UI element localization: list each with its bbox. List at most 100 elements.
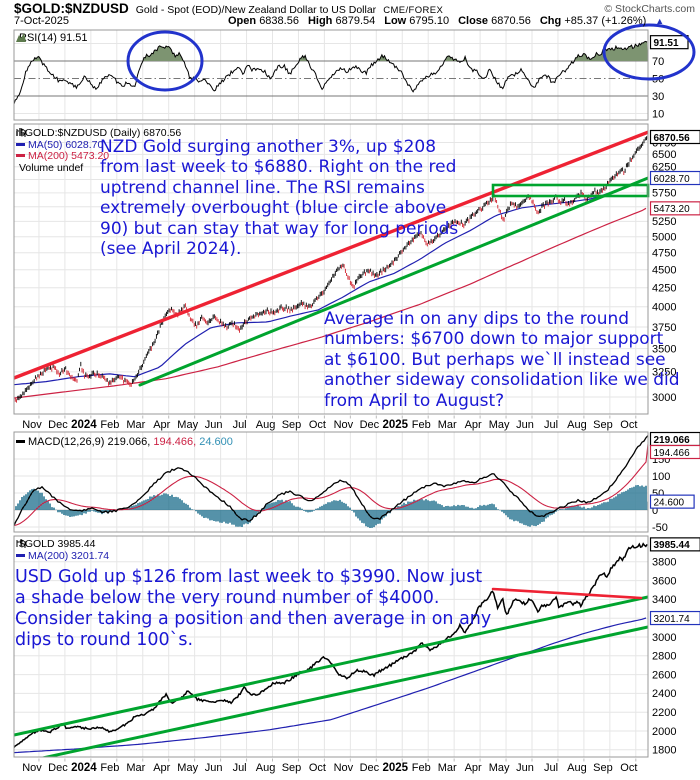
month-label: Oct bbox=[620, 419, 637, 431]
main-value-box-label: 5473.20 bbox=[654, 204, 691, 215]
main-axis-tick-label: 4750 bbox=[652, 248, 676, 260]
month-label: Aug bbox=[256, 419, 276, 431]
macd-hist-value: 24.600 bbox=[199, 436, 233, 448]
symbol-description: Gold - Spot (EOD)/New Zealand Dollar to … bbox=[135, 4, 377, 16]
main-axis-tick-label: 3000 bbox=[652, 392, 676, 404]
month-label: Dec bbox=[360, 419, 380, 431]
change-value: Chg +85.37 (+1.26%) bbox=[539, 15, 647, 27]
macd-axis-tick-label: 0 bbox=[652, 505, 658, 517]
low-value: Low 6795.10 bbox=[384, 15, 450, 27]
main-axis-tick-label: 6250 bbox=[652, 161, 676, 173]
month-label: Aug bbox=[567, 419, 587, 431]
gold-axis-tick-label: 2200 bbox=[652, 707, 676, 719]
month-label: Jul bbox=[233, 762, 247, 774]
ma200-line bbox=[14, 207, 647, 399]
month-label: Jul bbox=[233, 419, 247, 431]
macd-value-box-label: 24.600 bbox=[654, 497, 685, 508]
gold-axis-tick-label: 3800 bbox=[652, 557, 676, 569]
month-label: 2025 bbox=[383, 419, 409, 431]
macd-legend: MACD(12,26,9) 219.066, 194.466, 24.600 bbox=[16, 436, 233, 449]
macd-value-box-label: 219.066 bbox=[654, 435, 691, 446]
month-label: Jun bbox=[205, 762, 223, 774]
month-label: Feb bbox=[100, 419, 119, 431]
ma50-legend-row: MA(50) 6028.70 bbox=[16, 138, 181, 152]
main-legend: $GOLD:$NZDUSD (Daily) 6870.56 MA(50) 602… bbox=[16, 127, 182, 175]
month-label: Mar bbox=[126, 419, 145, 431]
ma50-line bbox=[14, 177, 647, 386]
rsi-value-box-label: 91.51 bbox=[654, 38, 679, 49]
gold-ma200-line bbox=[14, 617, 647, 754]
month-label: Nov bbox=[334, 419, 354, 431]
month-label: Jun bbox=[516, 762, 534, 774]
rsi-axis-tick-label: 30 bbox=[652, 91, 664, 103]
high-value: High 6879.54 bbox=[307, 15, 376, 27]
month-label: Nov bbox=[22, 762, 42, 774]
gold-channel-lower bbox=[40, 625, 648, 757]
main-value-box bbox=[649, 201, 700, 216]
main-axis-tick-label: 5000 bbox=[652, 232, 676, 244]
gold-axis-tick-label: 3400 bbox=[652, 594, 676, 606]
month-label: 2024 bbox=[71, 762, 97, 774]
exchange-label: CME/FOREX bbox=[383, 5, 444, 16]
macd-axis-tick-label: 100 bbox=[652, 471, 670, 483]
month-label: Sep bbox=[282, 762, 302, 774]
month-label: Aug bbox=[567, 762, 587, 774]
month-label: Apr bbox=[153, 762, 170, 774]
main-axis-tick-label: 5750 bbox=[652, 188, 676, 200]
up-arrow-icon: ▲ bbox=[655, 16, 665, 26]
gold-axis-tick-label: 2000 bbox=[652, 726, 676, 738]
volume-legend-row: Volume undef bbox=[16, 128, 181, 175]
gold-ma-legend-row: MA(200) 3201.74 bbox=[16, 549, 110, 563]
month-label: Feb bbox=[412, 762, 431, 774]
main-value-box bbox=[649, 170, 700, 186]
gold-resistance-line bbox=[491, 587, 643, 600]
month-label: Jun bbox=[516, 419, 534, 431]
chart-date: 7-Oct-2025 bbox=[14, 15, 70, 27]
overbought-circle bbox=[602, 23, 696, 81]
annotation-average-in: Average in on any dips to the round numb… bbox=[324, 309, 680, 411]
macd-line bbox=[14, 435, 648, 526]
month-label: May bbox=[489, 419, 510, 431]
month-label: Mar bbox=[438, 419, 457, 431]
price-bars-down bbox=[14, 158, 632, 403]
month-label: Dec bbox=[48, 762, 68, 774]
gold-value-box-label: 3201.74 bbox=[654, 614, 691, 625]
rsi-legend-label: RSI(14) 91.51 bbox=[19, 32, 88, 44]
ma200-legend-row: MA(200) 5473.20 bbox=[16, 150, 181, 163]
gold-axis-tick-label: 3600 bbox=[652, 575, 676, 587]
rsi-panel-border bbox=[13, 29, 649, 121]
annotation-usd-gold: USD Gold up $126 from last week to $3990… bbox=[15, 567, 492, 650]
gold-price-line bbox=[14, 542, 648, 748]
month-label: Feb bbox=[100, 762, 119, 774]
gold-value-box bbox=[649, 537, 700, 552]
gold-value-box-label: 3985.44 bbox=[654, 540, 691, 551]
gold-axis-tick-label: 3000 bbox=[652, 632, 676, 644]
month-label: Jul bbox=[544, 762, 558, 774]
month-label: Oct bbox=[309, 419, 326, 431]
main-axis-tick-label: 6500 bbox=[652, 149, 676, 161]
macd-legend-label: MACD(12,26,9) 219.066, bbox=[28, 436, 151, 448]
gold-axis-tick-label: 2800 bbox=[652, 651, 676, 663]
month-label: Jul bbox=[544, 419, 558, 431]
main-axis-tick-label: 4500 bbox=[652, 265, 676, 277]
main-value-box bbox=[649, 129, 700, 145]
main-value-box-label: 6870.56 bbox=[654, 133, 691, 144]
rsi-value-box bbox=[649, 35, 689, 50]
close-value: Close 6870.56 bbox=[458, 15, 531, 27]
main-legend-symbol: $GOLD:$NZDUSD (Daily) 6870.56 bbox=[19, 127, 182, 139]
macd-swatch bbox=[16, 440, 25, 443]
main-axis-tick-label: 4250 bbox=[652, 283, 676, 295]
month-label: May bbox=[177, 762, 198, 774]
gold-axis-tick-label: 1800 bbox=[652, 745, 676, 757]
gold-panel-border bbox=[13, 535, 649, 758]
month-label: Mar bbox=[438, 762, 457, 774]
ma50-legend-label: MA(50) 6028.70 bbox=[28, 138, 104, 151]
month-label: Apr bbox=[153, 419, 170, 431]
month-label: Mar bbox=[126, 762, 145, 774]
gold-ma-legend-label: MA(200) 3201.74 bbox=[28, 549, 110, 562]
ma50-swatch bbox=[16, 142, 25, 146]
macd-signal-line bbox=[14, 443, 648, 527]
month-label: Oct bbox=[309, 762, 326, 774]
ma200-legend-label: MA(200) 5473.20 bbox=[28, 150, 110, 162]
